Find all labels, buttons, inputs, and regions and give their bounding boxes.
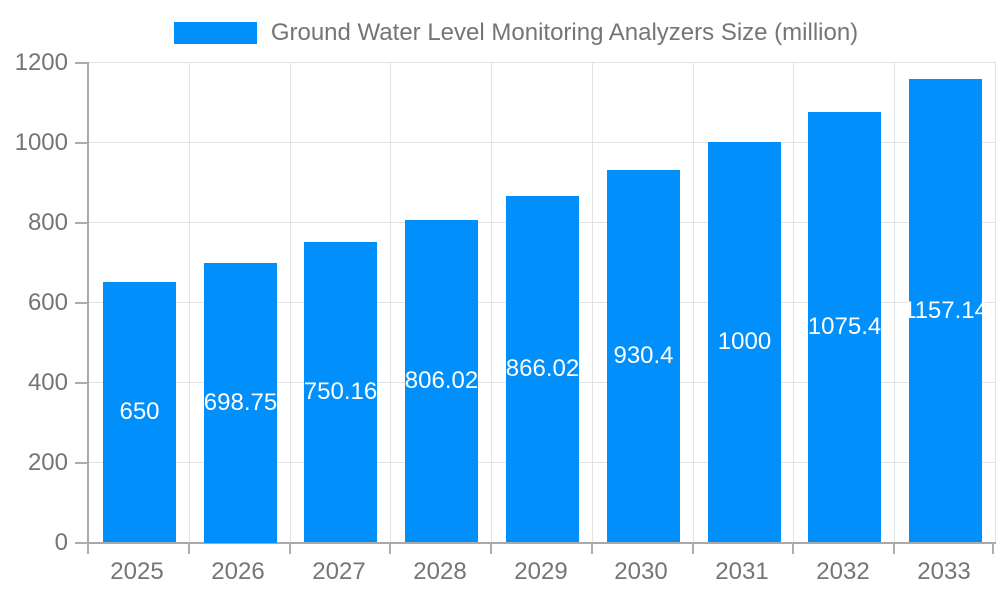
bar-2031[interactable]: 1000 bbox=[708, 142, 781, 542]
legend-label: Ground Water Level Monitoring Analyzers … bbox=[270, 19, 859, 46]
bar-2032[interactable]: 1075.4 bbox=[808, 112, 881, 542]
gridline-horizontal bbox=[89, 142, 996, 143]
x-axis-tick bbox=[893, 542, 895, 554]
y-axis-tick bbox=[75, 142, 87, 144]
bar-value-label: 1157.14 bbox=[903, 296, 988, 324]
bar-value-label: 750.16 bbox=[303, 378, 378, 405]
y-axis-label: 1200 bbox=[14, 49, 68, 76]
x-axis-label: 2030 bbox=[614, 558, 668, 585]
gridline-vertical bbox=[491, 62, 492, 542]
x-axis-label: 2027 bbox=[312, 558, 366, 585]
y-axis-tick bbox=[75, 382, 87, 384]
x-axis-tick bbox=[792, 542, 794, 554]
y-axis-tick bbox=[75, 62, 87, 64]
bar-2033[interactable]: 1157.14 bbox=[903, 79, 988, 542]
x-axis-label: 2028 bbox=[413, 558, 467, 585]
gridline-horizontal bbox=[89, 62, 996, 63]
y-axis-label: 1000 bbox=[14, 129, 68, 156]
x-axis-tick bbox=[692, 542, 694, 554]
x-axis-label: 2029 bbox=[514, 558, 568, 585]
gridline-vertical bbox=[592, 62, 593, 542]
bar-2030[interactable]: 930.4 bbox=[607, 170, 680, 542]
y-axis-label: 0 bbox=[54, 529, 68, 556]
bar-2029[interactable]: 866.02 bbox=[506, 196, 579, 542]
bar-value-label: 1075.4 bbox=[807, 313, 882, 340]
gridline-vertical bbox=[189, 62, 190, 542]
y-axis-label: 400 bbox=[27, 369, 68, 396]
plot-area: 650 698.75 750.16 806.02 866.02 930.4 1000 1075… bbox=[87, 62, 996, 544]
gridline-vertical bbox=[793, 62, 794, 542]
bar-2025[interactable]: 650 bbox=[103, 282, 176, 542]
x-axis-label: 2033 bbox=[917, 558, 971, 585]
y-axis-label: 200 bbox=[27, 449, 68, 476]
x-axis-tick bbox=[289, 542, 291, 554]
bar-value-label: 806.02 bbox=[404, 367, 479, 394]
x-axis-tick bbox=[490, 542, 492, 554]
bar-value-label: 650 bbox=[119, 398, 160, 425]
bar-value-label: 866.02 bbox=[505, 355, 580, 382]
x-axis-label: 2032 bbox=[816, 558, 870, 585]
x-axis-label: 2025 bbox=[110, 558, 164, 585]
chart-legend[interactable]: Ground Water Level Monitoring Analyzers … bbox=[16, 19, 1000, 47]
x-axis-tick bbox=[992, 542, 994, 554]
x-axis-tick bbox=[87, 542, 89, 554]
gridline-vertical bbox=[290, 62, 291, 542]
x-axis-tick bbox=[591, 542, 593, 554]
y-axis-tick bbox=[75, 302, 87, 304]
bar-value-label: 1000 bbox=[717, 328, 772, 355]
bar-value-label: 698.75 bbox=[203, 389, 278, 416]
y-axis-label: 600 bbox=[27, 289, 68, 316]
y-axis-label: 800 bbox=[27, 209, 68, 236]
gridline-vertical bbox=[693, 62, 694, 542]
gridline-vertical bbox=[390, 62, 391, 542]
bar-value-label: 930.4 bbox=[613, 342, 674, 369]
x-axis-label: 2031 bbox=[715, 558, 769, 585]
x-axis-label: 2026 bbox=[211, 558, 265, 585]
bar-2027[interactable]: 750.16 bbox=[304, 242, 377, 542]
x-axis-tick bbox=[188, 542, 190, 554]
gridline-vertical bbox=[894, 62, 895, 542]
gridline-vertical bbox=[995, 62, 996, 542]
y-axis-tick bbox=[75, 462, 87, 464]
y-axis-tick bbox=[75, 222, 87, 224]
y-axis-tick bbox=[75, 542, 87, 544]
legend-swatch-icon bbox=[173, 22, 257, 44]
bar-2028[interactable]: 806.02 bbox=[405, 220, 478, 542]
x-axis-tick bbox=[389, 542, 391, 554]
bar-2026[interactable]: 698.75 bbox=[204, 263, 277, 543]
